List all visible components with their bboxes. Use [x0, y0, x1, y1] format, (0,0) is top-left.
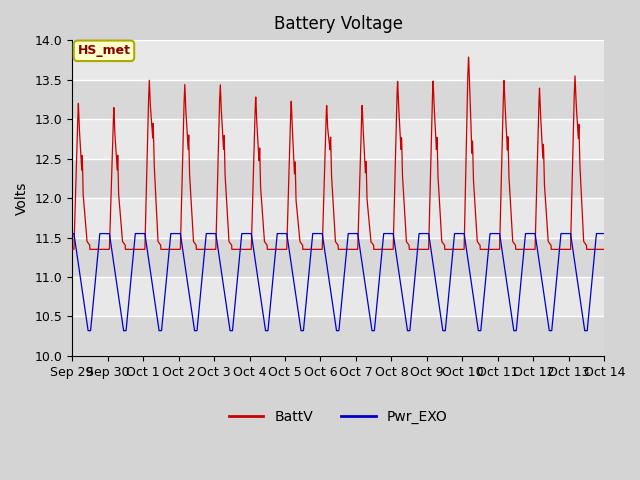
BattV	[129, 246, 137, 252]
Bar	[72, 119, 604, 158]
Pwr_EXO	[161, 296, 168, 301]
Bar	[72, 80, 604, 119]
Legend: BattV, Pwr_EXO: BattV, Pwr_EXO	[223, 404, 453, 429]
Bar	[72, 158, 604, 198]
Bar	[72, 40, 604, 80]
Pwr_EXO	[68, 231, 76, 237]
Pwr_EXO	[600, 231, 608, 237]
Pwr_EXO	[296, 317, 303, 323]
BattV	[590, 246, 598, 252]
Pwr_EXO	[273, 240, 280, 245]
BattV	[600, 246, 608, 252]
BattV	[273, 246, 280, 252]
Y-axis label: Volts: Volts	[15, 181, 29, 215]
BattV	[465, 54, 472, 60]
BattV	[533, 185, 541, 191]
Bar	[72, 238, 604, 277]
Pwr_EXO	[84, 328, 92, 334]
Bar	[72, 198, 604, 238]
Pwr_EXO	[590, 257, 598, 263]
BattV	[296, 232, 303, 238]
Line: BattV: BattV	[72, 57, 604, 249]
Title: Battery Voltage: Battery Voltage	[274, 15, 403, 33]
Pwr_EXO	[129, 255, 137, 261]
Bar	[72, 277, 604, 316]
BattV	[68, 246, 76, 252]
Pwr_EXO	[533, 241, 541, 247]
BattV	[161, 246, 168, 252]
Line: Pwr_EXO: Pwr_EXO	[72, 234, 604, 331]
Text: HS_met: HS_met	[77, 44, 131, 57]
Bar	[72, 316, 604, 356]
